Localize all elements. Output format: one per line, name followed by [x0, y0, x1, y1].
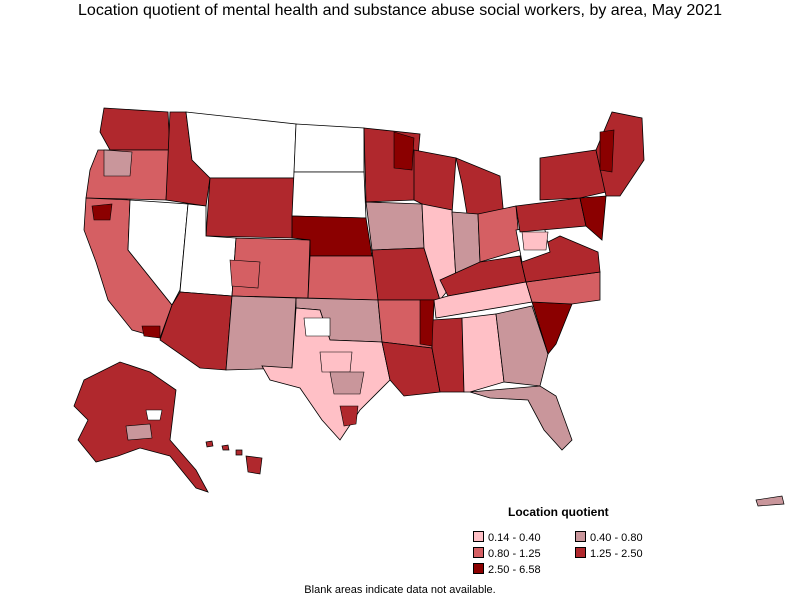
area-patch [419, 299, 435, 347]
area-patch [103, 149, 133, 177]
legend-label: 0.14 - 0.40 [488, 532, 541, 544]
area-patch [319, 351, 353, 373]
region-maryland-nj [579, 195, 607, 241]
hawaii-island [205, 440, 214, 448]
legend-item: 0.14 - 0.40 [473, 531, 541, 544]
legend-label: 0.40 - 0.80 [590, 532, 643, 544]
area-patch [229, 259, 261, 289]
area-patch [339, 405, 359, 427]
legend-title: Location quotient [508, 505, 609, 519]
region-puerto-rico [755, 495, 785, 507]
region-kansas [307, 255, 379, 301]
data-availability-note: Blank areas indicate data not available. [304, 584, 496, 596]
hawaii-island [245, 455, 263, 475]
legend-swatch [473, 547, 484, 558]
legend-label: 0.80 - 1.25 [488, 548, 541, 560]
region-south-dakota [291, 171, 367, 219]
alaska-inner-area [125, 423, 153, 441]
region-hawaii [205, 440, 263, 475]
area-patch [599, 129, 615, 173]
sub-area-patches [91, 129, 615, 427]
legend-item: 2.50 - 6.58 [473, 563, 541, 576]
area-patch [521, 231, 549, 251]
area-patch [393, 131, 415, 171]
region-washington [99, 107, 171, 151]
region-louisiana [381, 341, 441, 397]
hawaii-island [235, 449, 243, 456]
region-georgia [495, 305, 549, 387]
alaska-inner-area [145, 409, 163, 421]
legend-swatch [575, 547, 586, 558]
region-new-mexico [225, 295, 297, 371]
legend-item: 1.25 - 2.50 [575, 547, 643, 560]
region-new-york [539, 149, 607, 201]
area-patch [141, 325, 161, 339]
legend-item: 0.80 - 1.25 [473, 547, 541, 560]
legend-swatch [575, 531, 586, 542]
region-alabama [461, 313, 505, 393]
area-patch [329, 371, 365, 395]
region-montana [185, 111, 297, 179]
legend-swatch [473, 563, 484, 574]
region-ohio [477, 205, 521, 263]
region-north-dakota [293, 123, 365, 173]
hawaii-island [221, 444, 230, 451]
region-florida [469, 385, 573, 451]
area-patch [303, 317, 331, 337]
area-patch [91, 203, 113, 221]
legend-item: 0.40 - 0.80 [575, 531, 643, 544]
region-pennsylvania [515, 197, 587, 233]
contiguous-us [83, 107, 645, 451]
legend-label: 1.25 - 2.50 [590, 548, 643, 560]
region-wyoming [205, 177, 295, 239]
map-title: Location quotient of mental health and s… [78, 2, 722, 19]
region-iowa [365, 201, 425, 251]
legend-swatch [473, 531, 484, 542]
region-nevada [127, 199, 189, 306]
legend-label: 2.50 - 6.58 [488, 564, 541, 576]
